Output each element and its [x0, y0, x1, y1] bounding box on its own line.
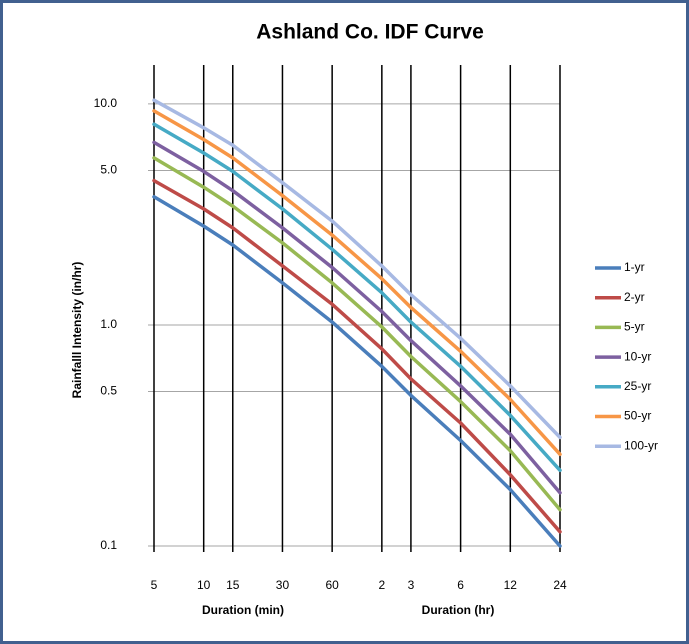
series-line [152, 122, 562, 473]
legend-label: 5-yr [624, 320, 645, 334]
y-tick-label: 0.5 [100, 384, 117, 398]
y-tick-label: 5.0 [100, 163, 117, 177]
x-tick-label: 60 [325, 578, 339, 592]
x-tick-label: 15 [226, 578, 240, 592]
legend-label: 1-yr [624, 260, 645, 274]
x-axis-title: Duration (hr) [422, 603, 495, 617]
y-tick-label: 0.1 [100, 538, 117, 552]
x-axis-title: Duration (min) [202, 603, 284, 617]
x-tick-label: 10 [197, 578, 211, 592]
legend-label: 25-yr [624, 379, 651, 393]
legend-label: 10-yr [624, 349, 651, 363]
series-line [152, 109, 562, 457]
legend-label: 100-yr [624, 438, 658, 452]
series-line [152, 156, 562, 512]
x-tick-label: 12 [504, 578, 518, 592]
series-line [152, 140, 562, 495]
x-tick-label: 2 [379, 578, 386, 592]
y-axis-title: Rainfalll Intensity (in/hr) [70, 262, 84, 399]
series-line [152, 98, 562, 440]
legend-label: 50-yr [624, 409, 651, 423]
x-tick-label: 24 [553, 578, 567, 592]
y-tick-label: 1.0 [100, 317, 117, 331]
x-tick-label: 3 [408, 578, 415, 592]
x-tick-label: 6 [457, 578, 464, 592]
x-tick-label: 30 [276, 578, 290, 592]
series-line [152, 195, 562, 548]
chart-title: Ashland Co. IDF Curve [256, 21, 484, 44]
y-tick-label: 10.0 [94, 96, 118, 110]
legend-label: 2-yr [624, 290, 645, 304]
series-line [152, 178, 562, 534]
x-tick-label: 5 [151, 578, 158, 592]
